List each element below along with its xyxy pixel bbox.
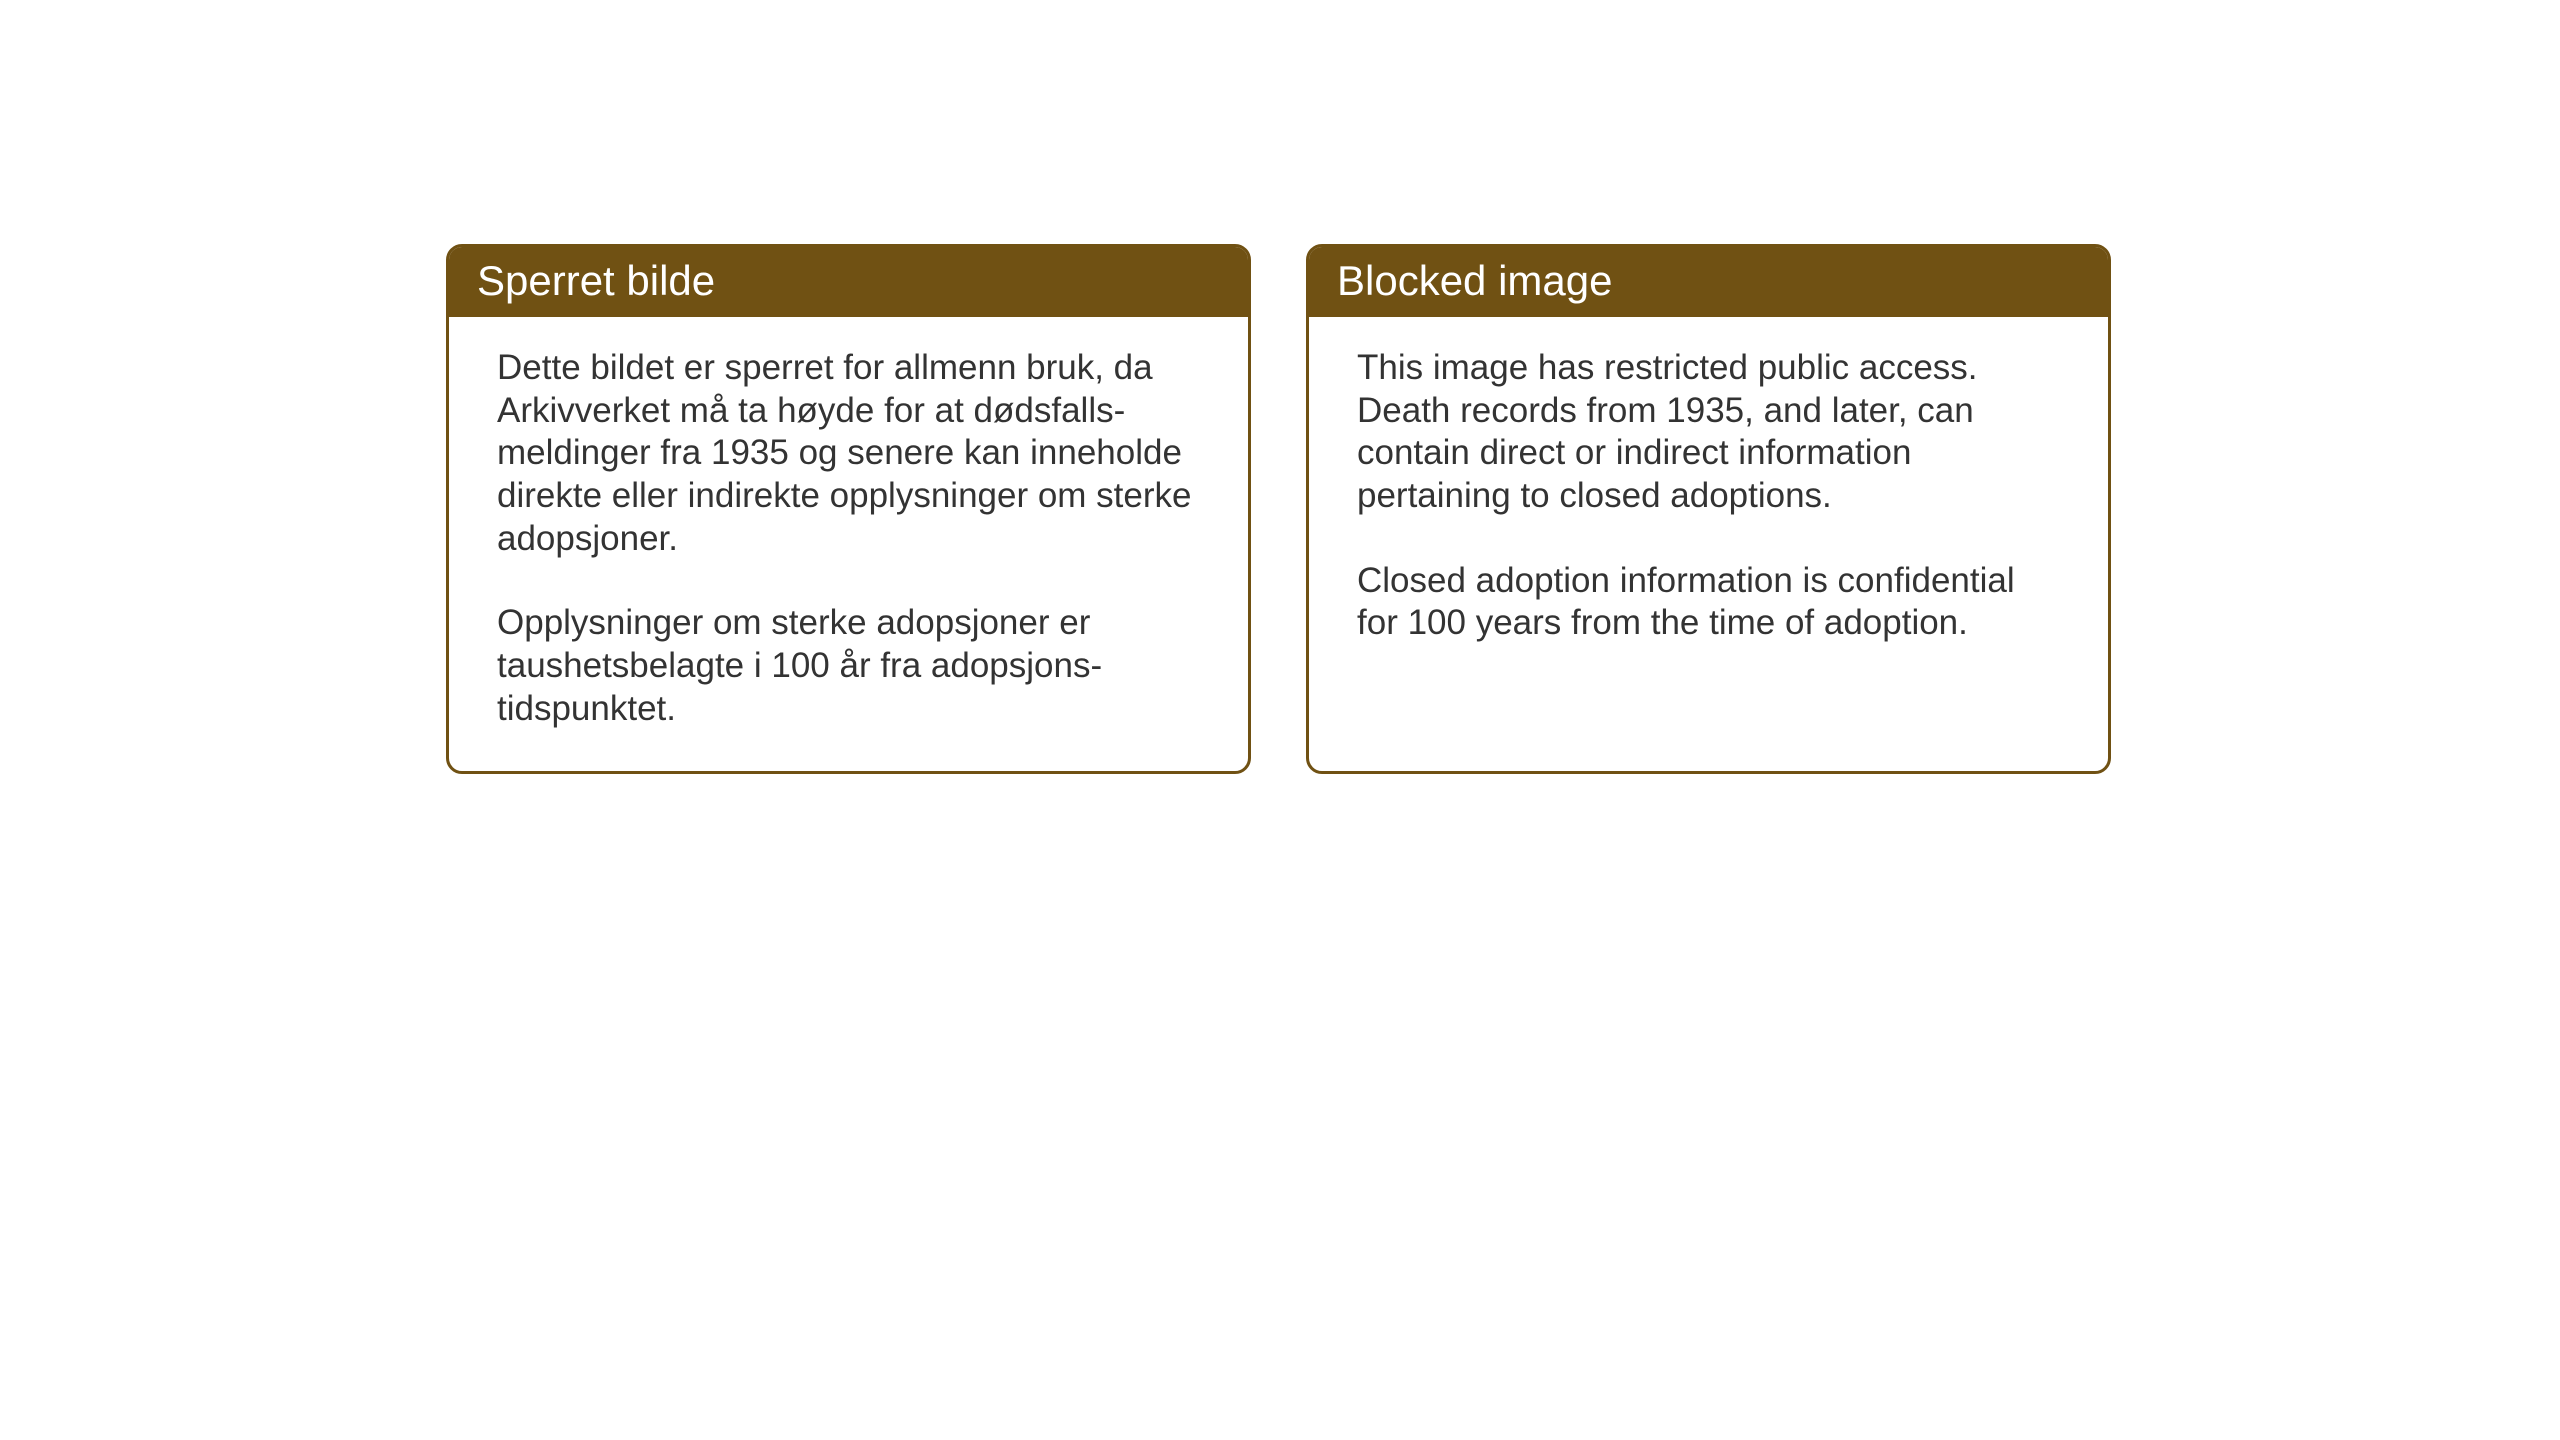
card-title-english: Blocked image [1337, 257, 2080, 305]
notice-card-norwegian: Sperret bilde Dette bildet er sperret fo… [446, 244, 1251, 774]
card-header-norwegian: Sperret bilde [449, 247, 1248, 317]
card-body-english: This image has restricted public access.… [1309, 317, 2108, 685]
card-paragraph-2-english: Closed adoption information is confident… [1357, 560, 2060, 645]
notice-container: Sperret bilde Dette bildet er sperret fo… [446, 244, 2111, 774]
card-paragraph-2-norwegian: Opplysninger om sterke adopsjoner er tau… [497, 602, 1200, 730]
card-title-norwegian: Sperret bilde [477, 257, 1220, 305]
card-paragraph-1-norwegian: Dette bildet er sperret for allmenn bruk… [497, 347, 1200, 560]
notice-card-english: Blocked image This image has restricted … [1306, 244, 2111, 774]
card-body-norwegian: Dette bildet er sperret for allmenn bruk… [449, 317, 1248, 771]
card-paragraph-1-english: This image has restricted public access.… [1357, 347, 2060, 518]
card-header-english: Blocked image [1309, 247, 2108, 317]
